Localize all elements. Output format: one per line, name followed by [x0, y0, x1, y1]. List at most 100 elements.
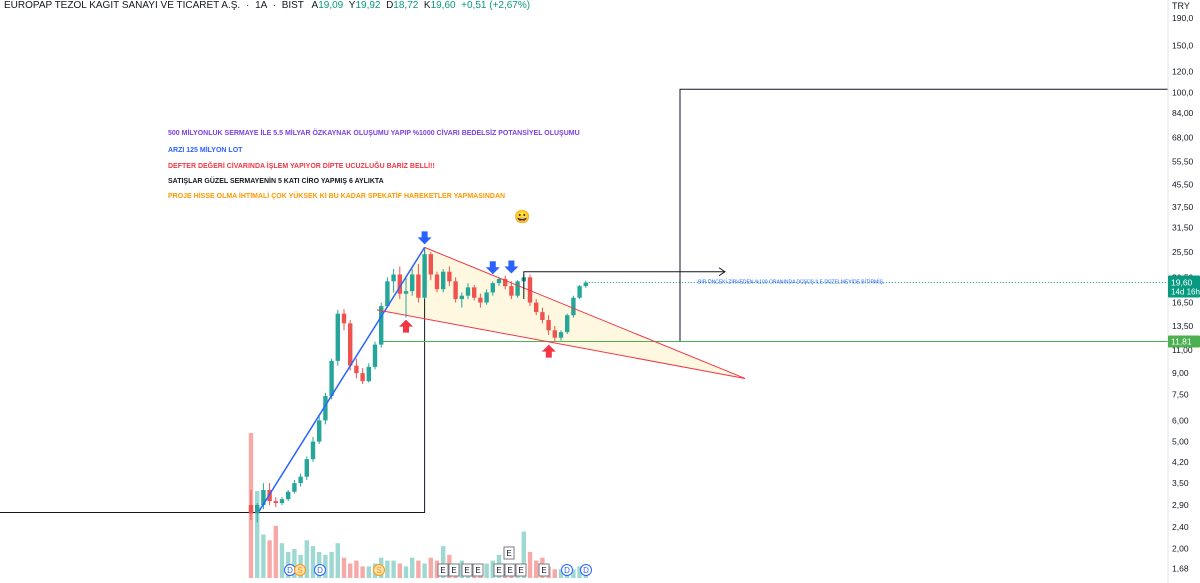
volume-bar — [434, 560, 440, 578]
volume-bar — [391, 560, 396, 578]
price-tick-label: 2,00 — [1172, 543, 1189, 553]
text-annotation: PROJE HİSSE OLMA İHTİMALİ ÇOK YÜKSEK Kİ … — [168, 191, 505, 200]
candle-body — [360, 373, 365, 382]
candle — [441, 269, 446, 293]
sell-arrow-icon — [504, 260, 519, 274]
interval-label[interactable]: 1A — [255, 0, 267, 11]
candle — [465, 283, 471, 300]
candle — [354, 358, 359, 379]
volume-bar — [577, 566, 582, 578]
candle-body — [484, 292, 489, 303]
price-tick-label: 11,00 — [1172, 345, 1193, 355]
price-tick-label: 3,50 — [1172, 478, 1189, 488]
earnings-letter: E — [507, 566, 512, 575]
candle-body — [558, 332, 564, 338]
candle-body — [422, 254, 427, 298]
event-marker: S — [294, 564, 306, 576]
volume-bar — [360, 566, 365, 578]
event-marker: D — [284, 564, 296, 576]
volume-bar — [484, 563, 489, 578]
price-axis[interactable]: TRY 190,0 150,0 120,0 100,0 84,00 68,00 55,50 45… — [588, 0, 1200, 583]
candle — [348, 320, 353, 371]
dividend-icon — [580, 564, 592, 576]
candle-body — [527, 277, 533, 303]
candle-body — [261, 489, 266, 506]
volume-bar — [385, 560, 390, 578]
price-tick-label: 5,00 — [1172, 437, 1189, 447]
price-tick-label: 55,50 — [1172, 156, 1194, 166]
volume-bar — [335, 543, 340, 578]
earnings-letter: E — [475, 566, 480, 575]
candle — [341, 309, 347, 331]
earnings-icon — [515, 563, 527, 577]
last-price-badge — [1168, 275, 1200, 298]
candle-body — [397, 274, 402, 294]
triangle-fill — [377, 247, 745, 379]
price-tick-label: 45,50 — [1172, 179, 1194, 189]
candle — [434, 271, 440, 293]
event-marker: E — [461, 563, 473, 577]
volume-bar — [323, 554, 328, 578]
candle-body — [552, 330, 557, 338]
candle-body — [540, 312, 545, 321]
sell-arrow-icon — [417, 231, 432, 245]
candle — [360, 368, 365, 384]
candle-body — [298, 476, 303, 484]
countdown-label: 14d 16h — [1171, 288, 1200, 297]
change-value: +0,51 (+2,67%) — [461, 0, 531, 11]
text-annotation: DEFTER DEĞERİ CİVARINDA İŞLEM YAPIYOR Dİ… — [168, 161, 435, 170]
price-tick-label: 190,0 — [1172, 13, 1194, 23]
candle-body — [503, 278, 508, 287]
volume-bar — [428, 557, 433, 578]
volume-bar — [441, 546, 446, 578]
symbol-title[interactable]: EUROPAP TEZOL KAĞIT SANAYİ VE TİCARET A.… — [4, 0, 241, 11]
earnings-icon — [448, 563, 460, 577]
volume-bar — [521, 531, 526, 578]
candle — [317, 416, 322, 444]
annotations-layer: 500 MİLYONLUK SERMAYE İLE 5.5 MİLYAR ÖZK… — [168, 128, 884, 286]
earnings-icon — [538, 563, 550, 577]
candle-body — [453, 281, 458, 300]
candle-body — [273, 501, 278, 504]
candle — [509, 281, 514, 300]
volume-bar — [416, 560, 421, 578]
candle — [329, 358, 334, 400]
candle-body — [534, 302, 539, 313]
candle — [447, 266, 452, 287]
candle — [484, 289, 489, 305]
candle — [565, 313, 570, 334]
candle — [304, 456, 309, 480]
note-annotation: BİR ÖNCEKİ ZİRVEDEN %100 ORANINDA DÜŞÜŞ … — [698, 279, 884, 286]
candle — [323, 392, 328, 425]
open-value: 19,09 — [318, 0, 344, 11]
volume-bar — [397, 563, 402, 578]
candle — [428, 251, 433, 281]
event-letter: D — [583, 566, 589, 575]
event-letter: D — [564, 566, 570, 575]
event-letter: D — [317, 566, 323, 575]
event-marker: E — [503, 546, 515, 560]
candle-body — [447, 271, 452, 282]
candle-body — [391, 274, 396, 282]
candle-body — [379, 306, 384, 345]
currency-label: TRY — [1172, 1, 1190, 11]
candle — [583, 280, 588, 288]
candle-body — [354, 365, 359, 374]
last-price-label: 19,60 — [1171, 278, 1193, 288]
candle — [286, 489, 291, 502]
price-tick-label: 6,00 — [1172, 415, 1189, 425]
event-marker: D — [561, 564, 573, 576]
buy-arrow-icon — [541, 344, 556, 358]
split-icon — [373, 564, 385, 576]
earnings-letter: E — [541, 566, 546, 575]
candle-body — [341, 313, 347, 324]
earnings-icon — [437, 563, 449, 577]
volume-bar — [348, 563, 353, 578]
candle — [403, 277, 409, 318]
measure-box-right — [679, 88, 1168, 342]
candle-body — [335, 313, 340, 361]
candle — [273, 497, 278, 508]
volume-bar — [527, 551, 533, 578]
volume-bar — [329, 551, 334, 578]
